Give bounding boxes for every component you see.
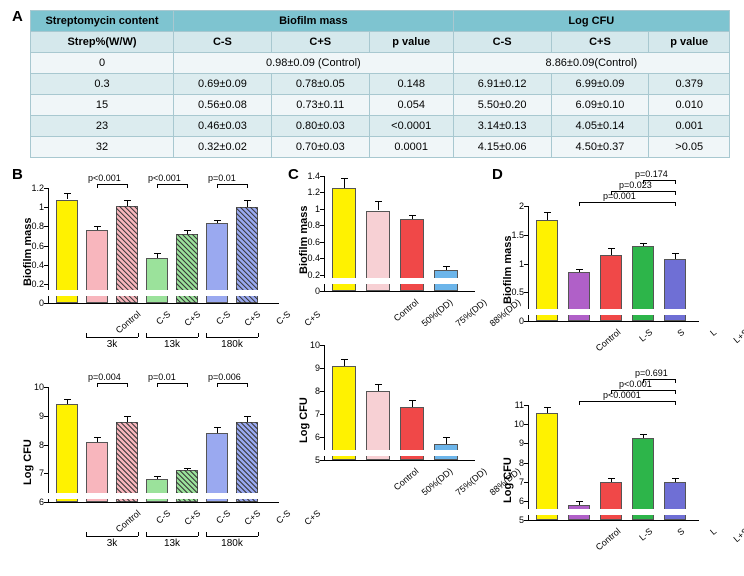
chart-B-logcfu: 678910Log CFUControlC-SC+SC-SC+SC-SC+Sp=… <box>14 369 278 560</box>
panel-C: C 00.20.40.60.811.21.4Biofilm massContro… <box>288 166 488 564</box>
chart-D-biofilm: 00.511.52Biofilm massControlL-SSLL+Sp=0.… <box>494 170 698 361</box>
panel-A: A Streptomycin contentBiofilm massLog CF… <box>12 10 732 158</box>
panel-B: B 00.20.40.60.811.2Biofilm massControlC-… <box>12 166 284 564</box>
data-table: Streptomycin contentBiofilm massLog CFU … <box>30 10 730 158</box>
chart-C-biofilm: 00.20.40.60.811.21.4Biofilm massControl5… <box>290 170 474 331</box>
chart-C-logcfu: 5678910Log CFUControl50%(DD)75%(DD)88%(D… <box>290 339 474 500</box>
panel-D: D 00.511.52Biofilm massControlL-SSLL+Sp=… <box>492 166 712 564</box>
chart-D-logcfu: 567891011Log CFUControlL-SSLL+Sp<0.0001p… <box>494 369 698 560</box>
label-A: A <box>12 8 23 25</box>
chart-B-biofilm: 00.20.40.60.811.2Biofilm massControlC-SC… <box>14 170 278 361</box>
